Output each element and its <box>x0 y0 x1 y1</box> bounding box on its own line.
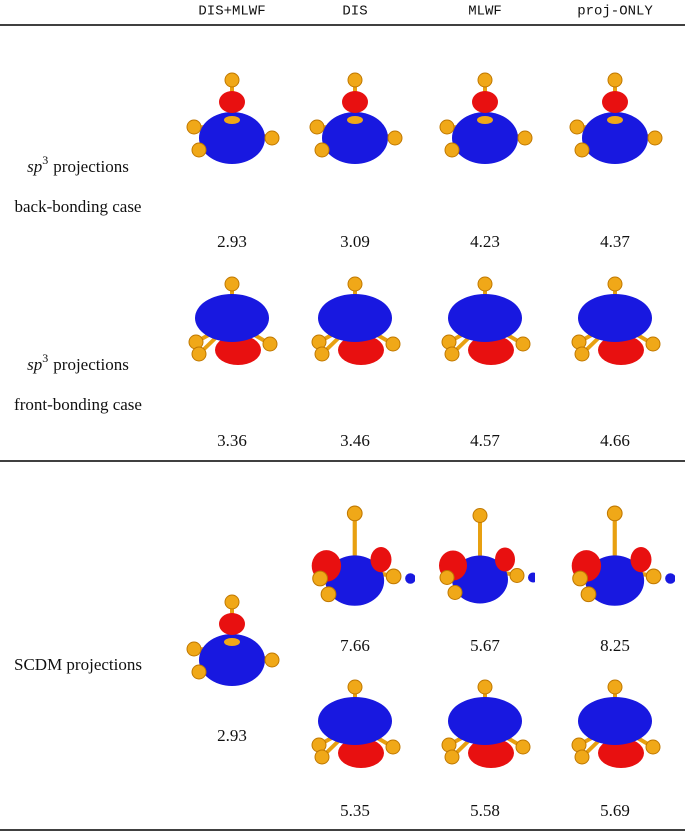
value: 4.57 <box>470 431 500 450</box>
column-header: DIS+MLWF <box>198 4 265 20</box>
row-label: sp3 projections <box>27 351 129 374</box>
value: 2.93 <box>217 232 247 251</box>
column-header: DIS <box>342 4 367 20</box>
value: 7.66 <box>340 636 370 655</box>
value: 4.66 <box>600 431 630 450</box>
column-header: MLWF <box>468 4 502 20</box>
value: 4.37 <box>600 232 630 251</box>
symbol: sp <box>27 157 42 176</box>
value: 3.09 <box>340 232 370 251</box>
value: 5.67 <box>470 636 500 655</box>
symbol: sp <box>27 355 42 374</box>
value: 8.25 <box>600 636 630 655</box>
value: 5.58 <box>470 801 500 820</box>
orbital-images <box>187 275 662 367</box>
column-header: proj-ONLY <box>577 4 653 20</box>
value: 2.93 <box>217 726 247 745</box>
label-text: projections <box>53 355 129 374</box>
row-case: back-bonding case <box>15 197 142 216</box>
exponent: 3 <box>42 153 48 167</box>
value: 5.35 <box>340 801 370 820</box>
value: 3.36 <box>217 431 247 450</box>
row-label: sp3 projections <box>27 153 129 176</box>
exponent: 3 <box>42 351 48 365</box>
row-case: front-bonding case <box>14 395 142 414</box>
value: 3.46 <box>340 431 370 450</box>
value: 5.69 <box>600 801 630 820</box>
orbital-images <box>185 71 664 166</box>
value: 4.23 <box>470 232 500 251</box>
row-label: SCDM projections <box>14 655 142 674</box>
label-text: projections <box>53 157 129 176</box>
